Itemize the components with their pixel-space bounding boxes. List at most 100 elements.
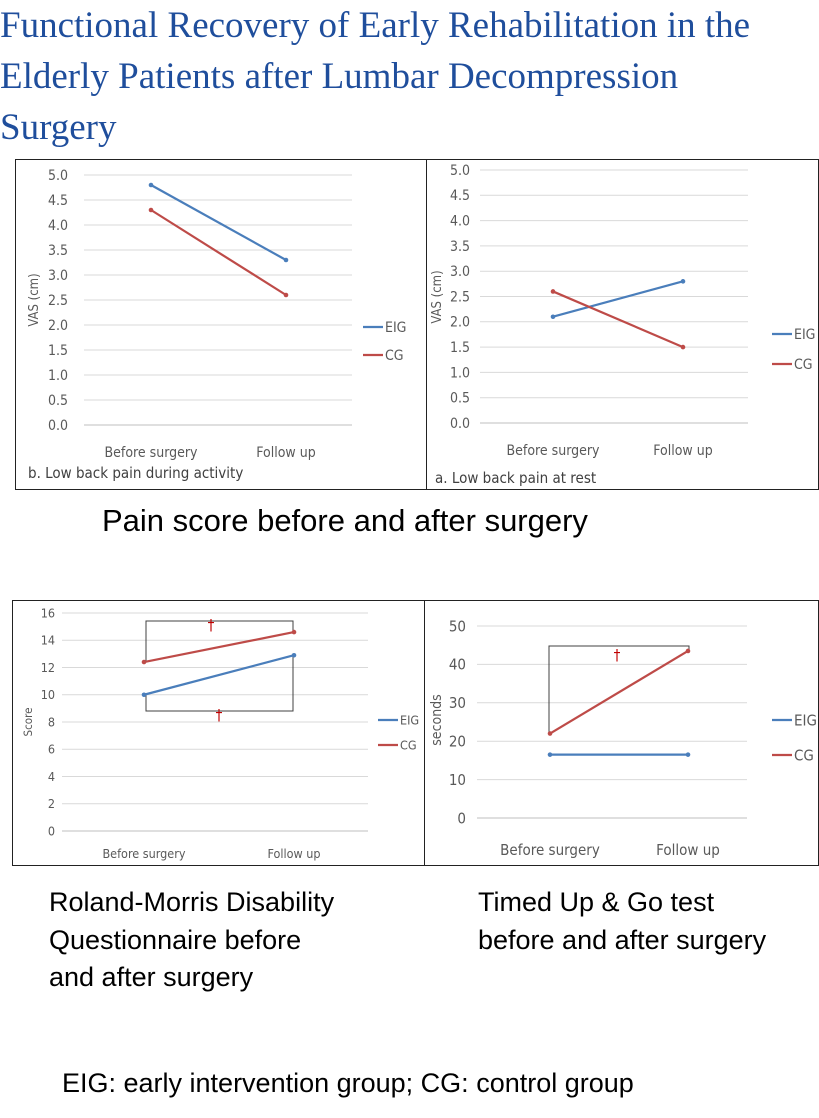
y-axis-label: Score: [21, 708, 35, 737]
y-tick-label: 3.0: [48, 268, 68, 284]
y-tick-label: 6: [48, 742, 55, 757]
series-line-cg: [150, 209, 287, 296]
chart-roland-morris: 0 2 4 6 8 10 12 14 16 Before surgery Follow up Scor…: [21, 605, 419, 861]
series-line-eig: [143, 654, 295, 696]
y-tick-label: 4.0: [450, 214, 470, 230]
data-point-eig: [680, 279, 686, 284]
y-tick-label: 3.5: [48, 243, 68, 259]
series-line-cg: [549, 650, 689, 735]
chart-title: b. Low back pain during activity: [28, 464, 243, 482]
data-point-cg: [141, 659, 147, 665]
y-tick-label: 4.5: [450, 188, 470, 204]
slide-title-line-1: Functional Recovery of Early Rehabilitat…: [0, 5, 751, 46]
legend-label-eig: EIG: [400, 712, 419, 727]
chart-activity-pain: 0.0 0.5 1.0 1.5 2.0 2.5 3.0 3.5 4.0 4.5 5.0 Before …: [27, 168, 406, 482]
chart-title: a. Low back pain at rest: [435, 469, 596, 487]
data-point-cg: [685, 648, 691, 654]
legend-label-cg: CG: [385, 348, 404, 364]
x-tick-label: Before surgery: [102, 846, 185, 861]
caption-roland-morris: Roland-Morris Disability Questionnaire b…: [49, 887, 335, 992]
y-tick-label: 8: [48, 714, 55, 729]
data-point-cg: [680, 344, 686, 350]
y-axis-label: seconds: [429, 694, 445, 746]
data-point-cg: [148, 207, 154, 213]
series-line-eig: [150, 184, 287, 261]
y-tick-label: 10: [41, 687, 55, 702]
data-point-eig: [547, 752, 553, 757]
data-point-cg: [547, 731, 553, 736]
x-tick-label: Before surgery: [507, 443, 601, 459]
data-point-eig: [291, 652, 297, 658]
data-point-cg: [550, 289, 556, 294]
y-tick-label: 2: [48, 796, 55, 811]
slide-title-line-3: Surgery: [0, 107, 117, 148]
series-line-cg: [552, 290, 684, 349]
y-tick-label: 2.5: [450, 289, 470, 305]
series-line-eig: [552, 280, 684, 318]
y-tick-label: 30: [449, 694, 466, 712]
y-tick-label: 10: [449, 771, 466, 789]
significance-bracket: [548, 645, 690, 733]
footnote-abbreviations: EIG: early intervention group; CG: contr…: [62, 1068, 634, 1098]
legend-label-eig: EIG: [385, 320, 406, 336]
y-tick-label: 5.0: [48, 168, 68, 184]
significance-bracket: [145, 620, 294, 662]
data-point-eig: [550, 314, 556, 320]
y-tick-label: 0: [48, 823, 55, 838]
data-point-eig: [141, 692, 147, 698]
y-tick-label: 4: [48, 769, 55, 784]
y-axis-label: VAS (cm): [27, 273, 42, 326]
y-tick-label: 1.5: [450, 340, 470, 356]
legend-label-cg: CG: [794, 357, 813, 373]
y-tick-label: 1.0: [450, 365, 470, 381]
data-point-eig: [685, 752, 691, 757]
legend-label-cg: CG: [794, 746, 814, 764]
y-tick-label: 16: [41, 605, 55, 620]
significance-marker: †: [614, 646, 621, 664]
y-tick-label: 50: [449, 617, 466, 635]
series-line-cg: [143, 630, 295, 664]
caption-pain-score: Pain score before and after surgery: [102, 503, 588, 538]
significance-marker: †: [216, 706, 223, 724]
significance-bracket: [145, 656, 294, 712]
data-point-cg: [291, 629, 297, 635]
y-tick-label: 4.5: [48, 193, 68, 209]
significance-marker: †: [208, 616, 215, 634]
y-tick-label: 1.5: [48, 343, 68, 359]
y-tick-label: 0: [457, 809, 466, 827]
legend-label-eig: EIG: [794, 711, 817, 729]
slide-title: Functional Recovery of Early Rehabilitat…: [0, 0, 819, 150]
y-tick-label: 3.0: [450, 264, 470, 280]
y-tick-label: 0.5: [450, 391, 470, 407]
x-tick-label: Before surgery: [105, 445, 199, 461]
x-tick-label: Follow up: [256, 445, 315, 461]
y-tick-label: 5.0: [450, 163, 470, 179]
data-point-cg: [283, 292, 289, 298]
legend-label-eig: EIG: [794, 327, 815, 343]
y-tick-label: 3.5: [450, 239, 470, 255]
y-tick-label: 0.0: [48, 418, 68, 434]
y-tick-label: 0.5: [48, 393, 68, 409]
x-tick-label: Before surgery: [500, 841, 600, 859]
data-point-eig: [283, 257, 289, 263]
y-tick-label: 20: [449, 732, 466, 750]
x-tick-label: Follow up: [653, 443, 712, 459]
slide-title-line-2: Elderly Patients after Lumbar Decompress…: [0, 56, 679, 97]
x-tick-label: Follow up: [267, 846, 320, 861]
chart-rest-pain: 0.0 0.5 1.0 1.5 2.0 2.5 3.0 3.5 4.0 4.5 5.0 Before …: [430, 163, 815, 487]
y-tick-label: 2.0: [48, 318, 68, 334]
y-tick-label: 14: [41, 633, 55, 648]
y-tick-label: 40: [449, 656, 466, 674]
chart-panel-activity: 0.0 0.5 1.0 1.5 2.0 2.5 3.0 3.5 4.0 4.5 5.0 Before …: [15, 159, 428, 490]
legend-label-cg: CG: [400, 737, 417, 752]
y-tick-label: 12: [41, 660, 55, 675]
caption-timed-up-go: Timed Up & Go test before and after surg…: [478, 887, 767, 955]
x-tick-label: Follow up: [656, 841, 720, 859]
data-point-eig: [148, 182, 154, 188]
y-axis-label: VAS (cm): [430, 270, 445, 323]
chart-timed-up-go: 0 10 20 30 40 50 Before surgery Follow up second…: [429, 617, 817, 859]
y-tick-label: 0.0: [450, 416, 470, 432]
y-tick-label: 4.0: [48, 218, 68, 234]
y-tick-label: 2.5: [48, 293, 68, 309]
chart-panel-roland-morris: 0 2 4 6 8 10 12 14 16 Before surgery Follow up Scor…: [12, 600, 426, 866]
